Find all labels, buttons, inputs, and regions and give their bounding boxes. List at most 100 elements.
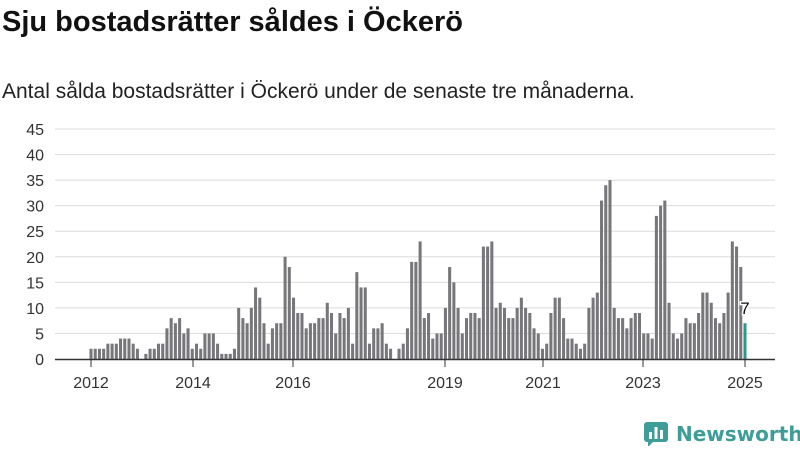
bar	[262, 323, 266, 359]
x-tick-label: 2023	[625, 375, 661, 392]
bar	[173, 323, 177, 359]
highlight-bar	[743, 323, 747, 359]
bar	[178, 318, 182, 359]
bar	[384, 343, 388, 359]
bar	[443, 307, 447, 359]
bar	[249, 307, 253, 359]
bar	[591, 297, 595, 359]
bar	[422, 318, 426, 359]
chart-subtitle: Antal sålda bostadsrätter i Öckerö under…	[2, 80, 635, 103]
bar	[502, 307, 507, 359]
bar	[325, 302, 329, 359]
bar	[127, 338, 131, 359]
bar	[418, 241, 422, 359]
bar	[296, 313, 300, 359]
bar	[283, 256, 287, 359]
bar	[93, 348, 97, 359]
bar	[713, 318, 717, 359]
bar	[718, 323, 722, 359]
bar	[300, 313, 304, 359]
bar	[553, 297, 557, 359]
bar	[726, 292, 730, 359]
bar	[266, 343, 270, 359]
bar	[380, 323, 384, 359]
y-tick-label: 40	[26, 148, 44, 165]
bar	[473, 313, 477, 359]
bar	[616, 318, 620, 359]
bar	[165, 328, 169, 359]
bar	[304, 328, 308, 359]
bar	[540, 348, 544, 359]
bar	[739, 267, 743, 359]
y-tick-label: 0	[35, 352, 44, 369]
bar	[680, 333, 684, 359]
bar	[511, 318, 515, 359]
bar	[359, 287, 363, 359]
bar	[684, 318, 688, 359]
newsworthy-logo[interactable]: Newsworthy	[644, 420, 800, 448]
bar	[102, 348, 106, 359]
bar	[570, 338, 574, 359]
bar	[608, 180, 612, 359]
bar	[536, 333, 540, 359]
x-tick-label: 2014	[175, 375, 211, 392]
bar	[279, 323, 283, 359]
bar	[519, 297, 523, 359]
bar	[730, 241, 734, 359]
bar	[405, 328, 409, 359]
y-tick-label: 15	[26, 275, 44, 292]
bar	[578, 348, 582, 359]
bar	[401, 343, 405, 359]
bar	[367, 343, 371, 359]
bar	[287, 267, 291, 359]
bar	[211, 333, 215, 359]
bar	[709, 302, 713, 359]
bar	[629, 318, 633, 359]
bar	[587, 307, 591, 359]
bar	[465, 318, 469, 359]
bar	[612, 307, 616, 359]
bar	[203, 333, 207, 359]
bar	[351, 343, 355, 359]
highlight-value-label: 7	[740, 299, 749, 318]
bar	[642, 333, 646, 359]
x-tick-label: 2016	[275, 375, 311, 392]
bar	[427, 313, 431, 359]
bar	[646, 333, 650, 359]
bar	[435, 333, 439, 359]
bar	[292, 297, 296, 359]
bar	[549, 313, 553, 359]
x-tick-label: 2019	[427, 375, 463, 392]
bar	[144, 353, 148, 359]
bar	[346, 307, 350, 359]
bar	[329, 313, 334, 359]
x-tick-label: 2012	[73, 375, 109, 392]
bar	[486, 246, 490, 359]
bar	[237, 307, 241, 359]
bar	[701, 292, 705, 359]
bar	[621, 318, 625, 359]
bar	[135, 348, 139, 359]
bar	[410, 261, 414, 359]
bar	[245, 323, 249, 359]
bar	[528, 313, 532, 359]
bar	[515, 307, 519, 359]
bar	[498, 302, 502, 359]
bar	[481, 246, 485, 359]
bar	[258, 297, 262, 359]
y-tick-label: 20	[26, 250, 44, 267]
bar	[207, 333, 211, 359]
bar	[275, 323, 279, 359]
bar	[372, 328, 376, 359]
bar	[270, 328, 274, 359]
bar	[232, 348, 236, 359]
bar	[355, 272, 359, 359]
bar	[477, 318, 481, 359]
bar	[321, 318, 325, 359]
bar	[452, 282, 456, 359]
bar	[705, 292, 709, 359]
bar	[456, 307, 460, 359]
bar	[106, 343, 110, 359]
brand-name: Newsworthy	[676, 422, 800, 446]
bar	[308, 323, 312, 359]
